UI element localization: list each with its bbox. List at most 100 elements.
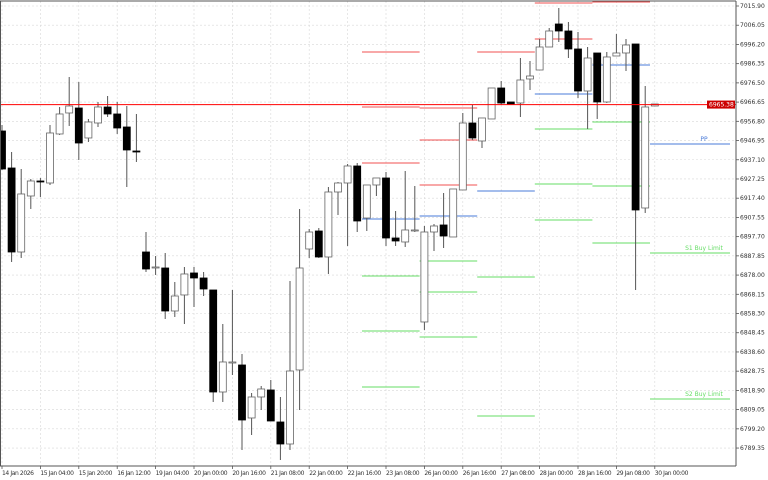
candle-bear xyxy=(439,224,448,237)
candle-bull xyxy=(602,56,611,103)
candle-bear xyxy=(122,126,131,151)
candle-bull xyxy=(94,106,102,124)
x-tick-label: 26 Jan 00:00 xyxy=(424,470,458,477)
candle-bear xyxy=(631,43,640,211)
x-tick-label: 28 Jan 16:00 xyxy=(578,470,612,477)
y-tick-label: 6917.40 xyxy=(740,195,765,202)
candle-bull xyxy=(516,79,525,104)
candle-bull xyxy=(180,273,189,296)
y-tick-label: 6986.35 xyxy=(740,61,765,68)
x-tick-label: 29 Jan 08:00 xyxy=(616,470,650,477)
candle-bull xyxy=(84,121,93,139)
x-tick-label: 30 Jan 00:00 xyxy=(655,470,689,477)
x-tick-label: 28 Jan 00:00 xyxy=(540,470,574,477)
candle-bull xyxy=(362,184,371,219)
y-tick-label: 6828.75 xyxy=(740,368,765,375)
y-tick-label: 6799.20 xyxy=(740,426,765,433)
candle-bull xyxy=(535,46,544,71)
candle-bull xyxy=(430,225,438,233)
y-tick-label: 6946.95 xyxy=(740,138,765,145)
candle-bear xyxy=(353,165,362,222)
candle-bull xyxy=(458,122,467,191)
candle-bear xyxy=(506,101,515,105)
x-tick-label: 21 Jan 08:00 xyxy=(271,470,305,477)
candle-bull xyxy=(170,295,179,312)
x-tick-label: 14 Jan 2026 xyxy=(2,470,34,477)
candle-bear xyxy=(0,130,6,170)
candle-bull xyxy=(545,30,554,48)
candle-bear xyxy=(199,277,208,290)
candle-bear xyxy=(238,364,246,421)
candle-bear xyxy=(276,421,285,445)
grid xyxy=(0,1,736,466)
candle-bear xyxy=(132,150,141,153)
y-tick-label: 6937.10 xyxy=(740,157,765,164)
candle-bull xyxy=(26,180,35,197)
candle-bull xyxy=(478,117,486,142)
candle-bull xyxy=(420,231,429,323)
y-tick-label: 7015.90 xyxy=(740,3,765,10)
candle-bear xyxy=(103,106,112,115)
candle-bull xyxy=(151,266,160,269)
x-tick-label: 26 Jan 16:00 xyxy=(463,470,497,477)
candle-bear xyxy=(382,177,390,239)
candle-bear xyxy=(74,107,83,144)
candle-bull xyxy=(257,388,266,398)
current-price-label: 6965.38 xyxy=(709,102,734,109)
candle-bear xyxy=(190,272,198,279)
x-tick-label: 27 Jan 08:00 xyxy=(501,470,535,477)
candle-bear xyxy=(161,267,170,312)
y-tick-label: 6838.60 xyxy=(740,349,765,356)
y-tick-label: 6868.15 xyxy=(740,291,765,298)
candle-bull xyxy=(583,57,592,92)
level-label: S1 Buy Limit xyxy=(685,245,723,252)
candle-bear xyxy=(142,251,150,270)
y-tick-label: 6907.55 xyxy=(740,214,765,221)
y-tick-label: 6809.05 xyxy=(740,407,765,414)
candle-bear xyxy=(564,30,573,50)
candle-bear xyxy=(7,167,16,253)
y-tick-label: 6878.00 xyxy=(740,272,765,279)
y-tick-label: 6927.25 xyxy=(740,176,765,183)
y-tick-label: 6976.50 xyxy=(740,80,765,87)
candle-bull xyxy=(343,165,352,184)
candle-bull xyxy=(372,177,381,186)
y-tick-label: 6818.90 xyxy=(740,387,765,394)
y-tick-label: 6789.35 xyxy=(740,445,765,452)
current-price-tag xyxy=(707,100,735,109)
x-tick-label: 23 Jan 08:00 xyxy=(386,470,420,477)
x-tick-label: 22 Jan 00:00 xyxy=(309,470,343,477)
x-tick-label: 15 Jan 20:00 xyxy=(79,470,113,477)
candle-bear xyxy=(468,122,477,139)
candle-bull xyxy=(334,182,342,193)
y-tick-label: 6897.70 xyxy=(740,234,765,241)
y-tick-label: 6858.30 xyxy=(740,311,765,318)
y-tick-label: 6966.65 xyxy=(740,99,765,106)
y-tick-label: 6996.20 xyxy=(740,41,765,48)
candle-bull xyxy=(55,113,64,135)
candle-bull xyxy=(641,106,650,209)
candle-bear xyxy=(113,113,122,129)
candle-bear xyxy=(36,180,45,183)
x-tick-label: 22 Jan 16:00 xyxy=(348,470,382,477)
y-tick-label: 6956.80 xyxy=(740,118,765,125)
candle-bear xyxy=(391,237,400,242)
labeled-levels: PP S1 Buy Limit S2 Buy Limit xyxy=(0,104,736,400)
candle-bull xyxy=(247,396,256,419)
candle-bull xyxy=(622,44,630,54)
candle-bull xyxy=(286,370,294,445)
pivot-levels xyxy=(362,1,650,417)
candle-bull xyxy=(401,229,410,243)
y-tick-label: 7006.05 xyxy=(740,22,765,29)
candle-bear xyxy=(314,230,323,258)
candle-bear xyxy=(266,389,275,422)
candle-bear xyxy=(209,289,218,393)
candle-bear xyxy=(574,48,582,92)
x-tick-label: 20 Jan 16:00 xyxy=(232,470,266,477)
candle-bull xyxy=(324,191,333,258)
candle-bull xyxy=(218,361,227,393)
candle-bull xyxy=(487,87,496,120)
y-tick-label: 6887.85 xyxy=(740,253,765,260)
